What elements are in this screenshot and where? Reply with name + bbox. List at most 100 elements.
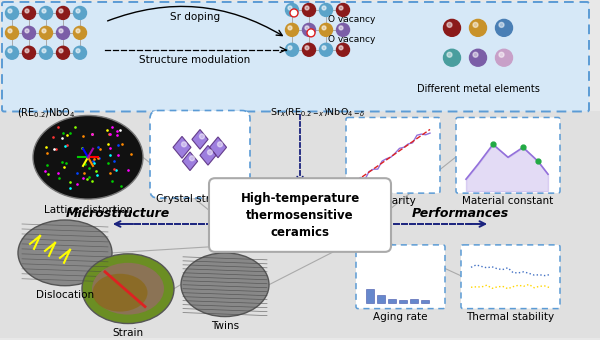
Circle shape [320,3,332,16]
Bar [421,300,429,303]
Circle shape [447,22,452,28]
Circle shape [25,9,29,13]
FancyBboxPatch shape [461,245,560,309]
Circle shape [499,22,504,28]
Circle shape [59,29,63,33]
Text: (RE$_{0.2}$)NbO$_4$: (RE$_{0.2}$)NbO$_4$ [17,106,76,120]
Circle shape [288,46,292,50]
Text: Twins: Twins [211,321,239,330]
Text: Sr doping: Sr doping [170,12,220,22]
Circle shape [190,156,194,161]
Circle shape [322,46,326,50]
Ellipse shape [92,274,148,311]
Text: Structure modulation: Structure modulation [139,55,251,65]
Ellipse shape [18,220,112,286]
Polygon shape [209,137,227,158]
Circle shape [40,27,53,39]
Circle shape [307,29,315,37]
Text: O vacancy: O vacancy [328,35,376,44]
Circle shape [40,6,53,19]
Circle shape [302,43,316,56]
Circle shape [496,49,512,66]
Circle shape [8,49,12,53]
Circle shape [337,23,349,36]
Circle shape [42,9,46,13]
Circle shape [339,26,343,30]
Circle shape [496,19,512,36]
FancyBboxPatch shape [356,245,445,309]
Ellipse shape [33,116,143,199]
Circle shape [56,27,70,39]
Polygon shape [173,136,191,158]
Circle shape [288,6,292,10]
Circle shape [182,142,187,147]
Bar [399,300,407,303]
Text: High-temperature
thermosensitive
ceramics: High-temperature thermosensitive ceramic… [241,191,359,239]
Text: Sr$_x$(RE$_{0.2-x}$)NbO$_{4-\delta}$: Sr$_x$(RE$_{0.2-x}$)NbO$_{4-\delta}$ [269,106,365,119]
Text: Linearity: Linearity [370,196,416,206]
Circle shape [302,3,316,16]
Circle shape [443,19,461,36]
Circle shape [447,52,452,57]
Polygon shape [200,146,216,165]
Circle shape [42,49,46,53]
Circle shape [76,9,80,13]
Text: Material constant: Material constant [463,196,554,206]
Circle shape [288,26,292,30]
Circle shape [305,6,309,10]
Circle shape [208,150,212,155]
Text: Different metal elements: Different metal elements [416,84,539,94]
Circle shape [74,27,86,39]
FancyBboxPatch shape [346,117,440,193]
Text: Performances: Performances [412,206,509,220]
Ellipse shape [181,253,269,317]
Circle shape [470,49,487,66]
FancyBboxPatch shape [150,110,250,198]
Circle shape [59,49,63,53]
Circle shape [76,29,80,33]
FancyBboxPatch shape [209,178,391,252]
Text: Dislocation: Dislocation [36,290,94,300]
Bar [377,295,385,303]
Circle shape [56,46,70,59]
Circle shape [499,52,504,57]
Circle shape [286,43,299,56]
Circle shape [8,29,12,33]
Circle shape [74,46,86,59]
Ellipse shape [82,254,174,324]
Circle shape [40,46,53,59]
Circle shape [290,9,298,17]
Circle shape [23,27,35,39]
Circle shape [322,26,326,30]
Circle shape [473,22,478,28]
Polygon shape [192,130,208,149]
Circle shape [305,26,309,30]
Circle shape [76,49,80,53]
Circle shape [322,6,326,10]
Circle shape [25,29,29,33]
Ellipse shape [92,263,164,314]
Circle shape [42,29,46,33]
FancyBboxPatch shape [456,117,560,193]
Circle shape [286,23,299,36]
Circle shape [23,6,35,19]
Circle shape [199,134,205,139]
FancyBboxPatch shape [0,112,600,338]
Circle shape [5,27,19,39]
Circle shape [5,46,19,59]
Text: Strain: Strain [112,327,143,338]
Circle shape [56,6,70,19]
Circle shape [337,43,349,56]
Circle shape [23,46,35,59]
Text: Lattice distortion: Lattice distortion [44,205,133,215]
Text: Crystal structure: Crystal structure [156,194,244,204]
Circle shape [302,23,316,36]
Circle shape [470,19,487,36]
Circle shape [5,6,19,19]
Bar [410,299,418,303]
Polygon shape [182,152,197,171]
Circle shape [337,3,349,16]
FancyBboxPatch shape [2,2,589,112]
Circle shape [8,9,12,13]
Circle shape [320,23,332,36]
